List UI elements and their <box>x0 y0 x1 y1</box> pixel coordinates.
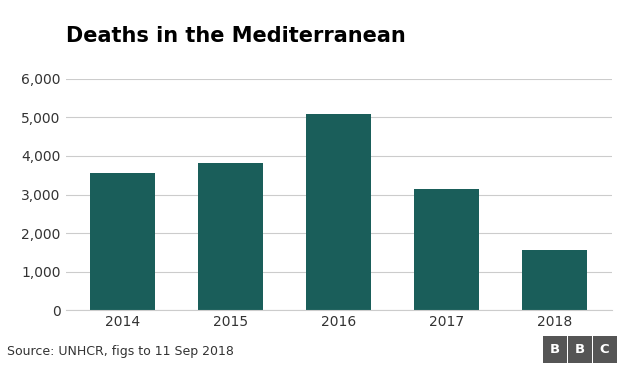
Text: Source: UNHCR, figs to 11 Sep 2018: Source: UNHCR, figs to 11 Sep 2018 <box>7 345 235 358</box>
Text: C: C <box>600 343 610 356</box>
Text: Deaths in the Mediterranean: Deaths in the Mediterranean <box>66 26 405 46</box>
FancyBboxPatch shape <box>593 336 617 363</box>
Text: B: B <box>575 343 585 356</box>
Bar <box>414 189 479 310</box>
Bar <box>198 163 263 310</box>
FancyBboxPatch shape <box>543 336 567 363</box>
Bar <box>522 250 587 310</box>
Text: B: B <box>550 343 560 356</box>
Bar <box>90 173 155 310</box>
FancyBboxPatch shape <box>568 336 592 363</box>
Bar <box>306 114 371 310</box>
